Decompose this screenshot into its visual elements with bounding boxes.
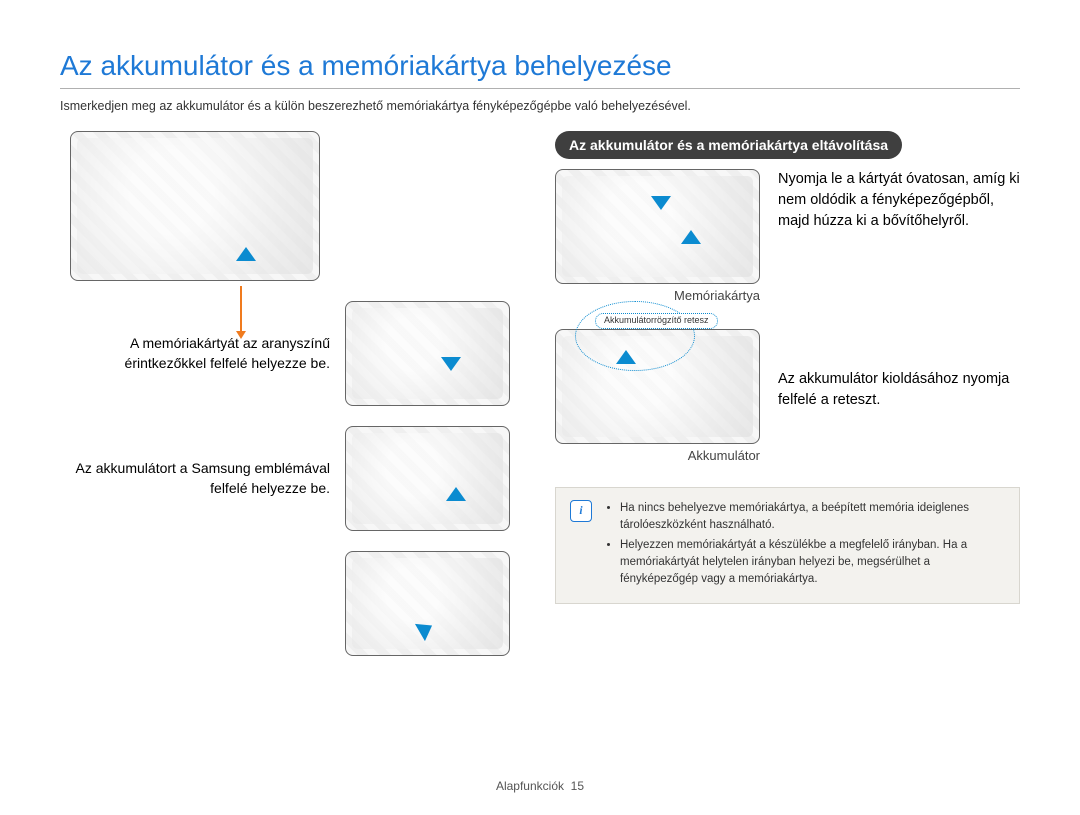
page-title: Az akkumulátor és a memóriakártya behely…: [60, 50, 1020, 89]
camera-illustration: [70, 131, 320, 281]
left-column: A memóriakártyát az aranyszínű érintkező…: [60, 131, 525, 656]
arrow-down-icon: [441, 357, 461, 371]
page-footer: Alapfunkciók 15: [0, 779, 1080, 793]
lock-label: Akkumulátorrögzítő retesz: [595, 313, 718, 329]
arrow-curve-icon: [415, 617, 437, 641]
remove-card-caption: Memóriakártya: [555, 288, 760, 303]
remove-battery-illustration: [555, 329, 760, 444]
intro-text: Ismerkedjen meg az akkumulátor és a külö…: [60, 99, 1020, 113]
note-item: Ha nincs behelyezve memóriakártya, a beé…: [620, 500, 1005, 533]
section-heading: Az akkumulátor és a memóriakártya eltávo…: [555, 131, 902, 159]
close-cover-illustration: [345, 551, 510, 656]
arrow-up-icon: [681, 230, 701, 244]
note-list: Ha nincs behelyezve memóriakártya, a beé…: [604, 500, 1005, 591]
remove-battery-text: Az akkumulátor kioldásához nyomja felfel…: [778, 329, 1020, 411]
remove-card-illustration: [555, 169, 760, 284]
pointer-line-icon: [240, 286, 242, 331]
remove-card-text: Nyomja le a kártyát óvatosan, amíg ki ne…: [778, 169, 1020, 232]
arrow-down-icon: [651, 196, 671, 210]
right-column: Az akkumulátor és a memóriakártya eltávo…: [555, 131, 1020, 656]
note-item: Helyezzen memóriakártyát a készülékbe a …: [620, 537, 1005, 587]
insert-battery-text: Az akkumulátort a Samsung emblémával fel…: [60, 459, 330, 498]
insert-card-illustration: [345, 301, 510, 406]
remove-battery-caption: Akkumulátor: [555, 448, 760, 463]
footer-page: 15: [571, 779, 584, 793]
arrow-up-icon: [446, 487, 466, 501]
arrow-up-icon: [616, 350, 636, 364]
note-box: i Ha nincs behelyezve memóriakártya, a b…: [555, 487, 1020, 604]
info-icon: i: [570, 500, 592, 522]
insert-card-text: A memóriakártyát az aranyszínű érintkező…: [60, 334, 330, 373]
insert-battery-illustration: [345, 426, 510, 531]
arrow-up-icon: [236, 247, 256, 261]
footer-section: Alapfunkciók: [496, 779, 564, 793]
